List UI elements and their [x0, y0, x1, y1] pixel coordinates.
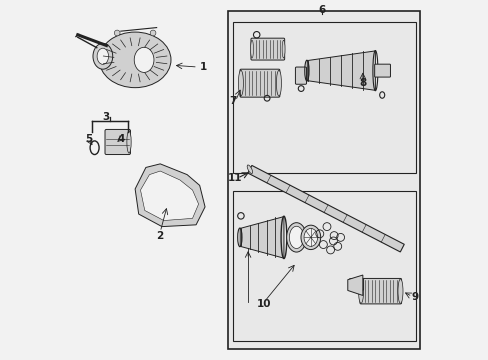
Text: 5: 5: [85, 134, 92, 144]
FancyBboxPatch shape: [233, 22, 415, 173]
Ellipse shape: [99, 32, 171, 87]
Polygon shape: [140, 171, 198, 221]
Ellipse shape: [97, 48, 108, 64]
Ellipse shape: [250, 40, 253, 58]
Text: 7: 7: [229, 96, 236, 106]
Text: 3: 3: [102, 112, 110, 122]
Circle shape: [150, 30, 156, 36]
Ellipse shape: [276, 70, 281, 96]
Text: 2: 2: [156, 231, 163, 240]
Ellipse shape: [282, 40, 285, 58]
Ellipse shape: [397, 279, 402, 303]
Ellipse shape: [246, 165, 252, 174]
FancyBboxPatch shape: [374, 64, 389, 77]
Ellipse shape: [359, 281, 362, 302]
FancyBboxPatch shape: [359, 278, 401, 304]
FancyBboxPatch shape: [105, 130, 130, 154]
Ellipse shape: [126, 131, 131, 153]
FancyBboxPatch shape: [233, 191, 415, 341]
Ellipse shape: [304, 228, 317, 246]
Ellipse shape: [301, 225, 320, 249]
Text: 10: 10: [257, 299, 271, 309]
FancyBboxPatch shape: [349, 279, 363, 290]
Polygon shape: [240, 217, 284, 258]
Ellipse shape: [93, 43, 112, 69]
Polygon shape: [135, 164, 204, 226]
Ellipse shape: [134, 47, 154, 72]
FancyBboxPatch shape: [250, 38, 284, 60]
Ellipse shape: [277, 72, 280, 95]
Ellipse shape: [398, 281, 401, 302]
Text: 6: 6: [317, 5, 325, 15]
Ellipse shape: [238, 70, 243, 96]
Ellipse shape: [286, 223, 306, 252]
Polygon shape: [247, 166, 404, 252]
Text: 8: 8: [359, 78, 366, 88]
Ellipse shape: [289, 226, 303, 248]
FancyBboxPatch shape: [295, 67, 306, 84]
Text: 4: 4: [117, 134, 124, 144]
Circle shape: [114, 30, 120, 36]
FancyBboxPatch shape: [228, 12, 419, 348]
Polygon shape: [347, 275, 362, 296]
Text: 11: 11: [228, 173, 242, 183]
Text: 1: 1: [199, 62, 206, 72]
Ellipse shape: [358, 279, 363, 303]
Ellipse shape: [239, 72, 242, 95]
Text: 9: 9: [410, 292, 418, 302]
Polygon shape: [306, 51, 375, 90]
FancyBboxPatch shape: [240, 69, 279, 97]
